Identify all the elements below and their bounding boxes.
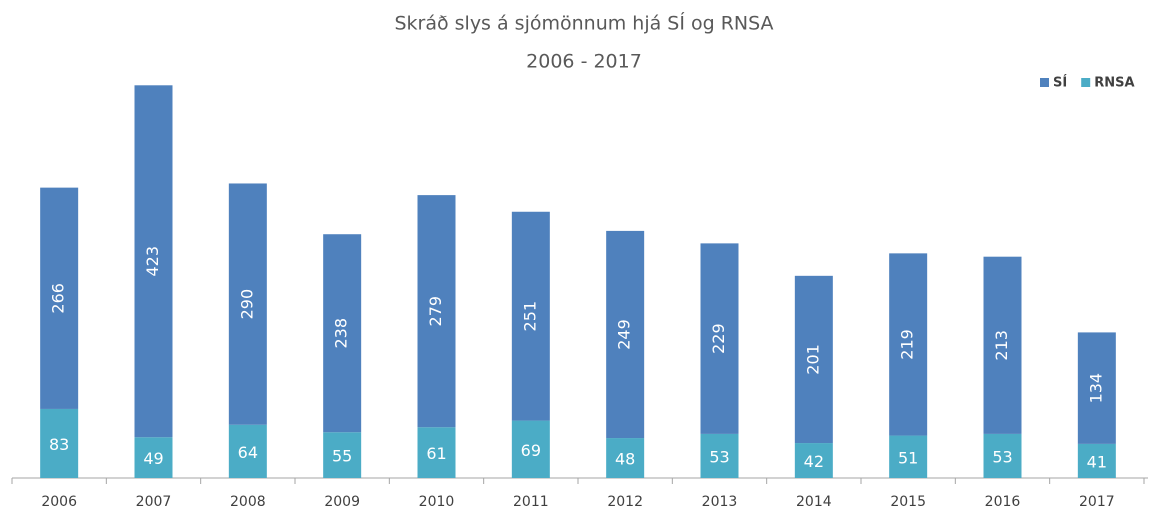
bar-segment [700, 243, 739, 434]
legend-swatch [1040, 78, 1049, 87]
data-label: 238 [332, 318, 351, 349]
data-label: 55 [332, 447, 352, 466]
bar-segment [228, 183, 267, 425]
bar-segment [323, 234, 362, 433]
x-tick-label: 2017 [1079, 494, 1115, 510]
chart-subtitle: 2006 - 2017 [526, 51, 642, 73]
bar-segment [417, 427, 456, 478]
bar-segment [1077, 332, 1116, 444]
bar-segment [40, 408, 79, 478]
x-tick-label: 2015 [890, 494, 926, 510]
x-tick-label: 2010 [419, 494, 455, 510]
legend-label: RNSA [1094, 76, 1134, 91]
data-label: 61 [426, 444, 446, 463]
bar-segment [606, 438, 645, 478]
bar-segment [228, 424, 267, 478]
x-tick-label: 2008 [230, 494, 266, 510]
bar-segment [323, 432, 362, 478]
data-label: 279 [426, 296, 445, 327]
data-label: 53 [992, 447, 1012, 466]
data-label: 41 [1087, 452, 1107, 471]
bar-segment [889, 253, 928, 436]
bar-segment [134, 437, 173, 478]
data-label: 48 [615, 450, 635, 469]
chart-title: Skráð slys á sjómönnum hjá SÍ og RNSA [394, 12, 773, 35]
data-label: 69 [521, 441, 541, 460]
bar-segment [1077, 443, 1116, 478]
bar-segment [983, 256, 1022, 434]
data-label: 42 [804, 452, 824, 471]
bar-segment [417, 195, 456, 428]
bar-segment [794, 275, 833, 444]
bar-segment [983, 433, 1022, 478]
data-label: 213 [992, 330, 1011, 361]
x-tick-label: 2006 [41, 494, 77, 510]
data-label: 134 [1086, 373, 1105, 404]
bar-segment [889, 435, 928, 478]
data-label: 290 [237, 289, 256, 320]
bar-segment [606, 230, 645, 439]
data-label: 249 [615, 319, 634, 350]
legend-label: SÍ [1053, 75, 1067, 91]
bar-segment [40, 187, 79, 409]
data-label: 201 [803, 344, 822, 375]
bar-segment [511, 211, 550, 421]
data-label: 53 [709, 447, 729, 466]
data-label: 51 [898, 448, 918, 467]
x-tick-label: 2016 [985, 494, 1021, 510]
x-tick-label: 2014 [796, 494, 832, 510]
bar-segment [134, 85, 173, 438]
x-tick-label: 2012 [607, 494, 643, 510]
x-tick-label: 2007 [136, 494, 172, 510]
x-tick-label: 2011 [513, 494, 549, 510]
data-label: 64 [238, 443, 258, 462]
bar-segment [511, 420, 550, 478]
data-label: 49 [143, 449, 163, 468]
x-tick-label: 2013 [702, 494, 738, 510]
x-tick-label: 2009 [324, 494, 360, 510]
data-label: 266 [49, 283, 68, 314]
data-label: 423 [143, 246, 162, 277]
data-label: 251 [520, 301, 539, 332]
legend-swatch [1081, 78, 1091, 87]
bar-segment [794, 443, 833, 478]
data-label: 229 [709, 323, 728, 354]
data-label: 83 [49, 435, 69, 454]
bar-segment [700, 433, 739, 478]
data-label: 219 [898, 329, 917, 360]
